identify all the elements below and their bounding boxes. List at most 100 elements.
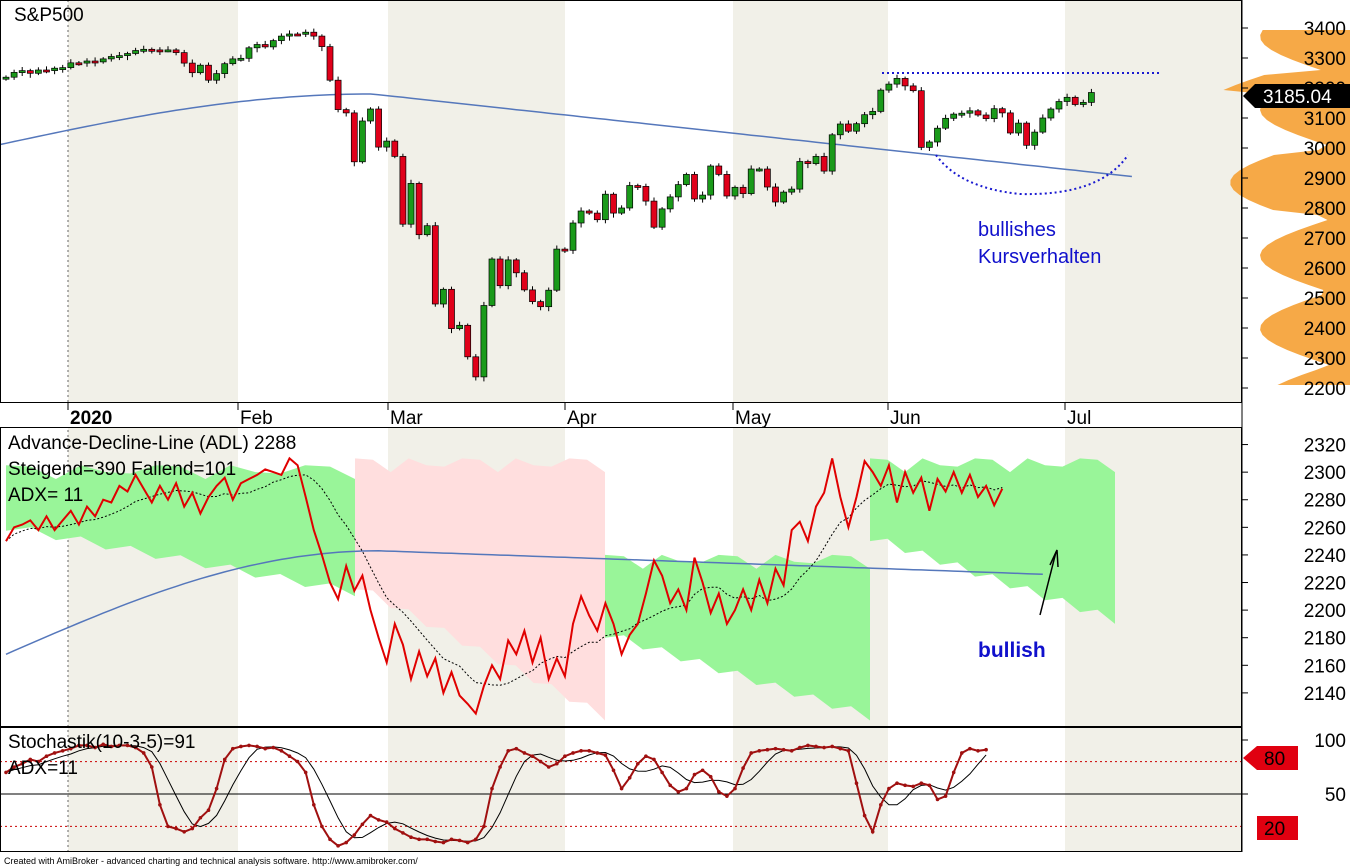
stoch-point (239, 744, 243, 749)
month-band (888, 1, 1065, 403)
volume-profile-shape (1223, 30, 1350, 385)
stoch-point (927, 783, 932, 788)
moving-average (0, 93, 1132, 178)
month-band (888, 728, 1065, 852)
adl-tick-label: 2220 (1304, 574, 1346, 595)
candle-body (383, 140, 391, 148)
stoch-point (879, 803, 883, 807)
stoch-point (644, 754, 648, 758)
stoch-point (141, 751, 146, 755)
month-band (0, 1, 68, 403)
stoch-point (887, 786, 891, 791)
candle-body (302, 31, 310, 35)
adl-line (5, 456, 1004, 716)
candle-body (634, 185, 642, 188)
stoch-point (530, 754, 535, 758)
candle-body (666, 196, 674, 210)
stoch-point (303, 770, 308, 775)
candle-body (75, 62, 83, 66)
candle-body (156, 49, 164, 53)
stoch-point (684, 786, 689, 791)
stoch-point (125, 743, 130, 748)
stoch-point (717, 790, 721, 794)
stoch-point (174, 826, 178, 831)
candle-body (707, 165, 715, 196)
stoch-point (28, 757, 33, 762)
price-tick-label: 3400 (1304, 19, 1346, 40)
candle-body (545, 289, 553, 308)
candle-body (67, 62, 75, 68)
candle-body (958, 112, 966, 116)
stoch-point (862, 813, 867, 818)
stoch-point (773, 746, 778, 751)
stoch-point (627, 776, 632, 780)
candle-body (148, 48, 156, 52)
stoch-point (830, 744, 834, 749)
candle-body (448, 288, 455, 329)
candle-body (569, 222, 577, 251)
arrow-icon (1039, 551, 1057, 616)
date-tick-label: Feb (240, 408, 273, 429)
stoch-point (368, 813, 373, 818)
ma-line (0, 93, 1132, 178)
month-band (565, 728, 733, 852)
candle-body (326, 46, 334, 81)
candle-body (739, 186, 747, 194)
candle-body (1079, 102, 1087, 105)
candle-body (1071, 96, 1079, 105)
stoch-point (133, 745, 138, 750)
candle-body (909, 85, 917, 92)
adl-tick-label: 2320 (1304, 436, 1346, 457)
candle-body (1063, 96, 1071, 102)
stoch-point (344, 840, 349, 845)
price-tick-label: 2800 (1304, 199, 1346, 220)
stoch-point (69, 746, 73, 751)
adl-adx: ADX= 11 (8, 485, 83, 506)
candle-body (618, 207, 625, 214)
stoch-point (903, 783, 907, 788)
candle-body (1015, 122, 1022, 134)
price-title: S&P500 (14, 5, 84, 26)
candle-body (431, 225, 439, 305)
level-80-flag: 80 (1243, 746, 1298, 770)
stoch-point (619, 786, 624, 791)
candle-body (261, 44, 269, 48)
candle-body (626, 185, 634, 209)
candle-body (472, 356, 480, 378)
cloud-segment (6, 465, 355, 597)
stoch-point (498, 765, 502, 769)
level-20-label: 20 (1264, 819, 1285, 840)
stoch-point (44, 754, 49, 758)
stoch-point (595, 751, 600, 755)
candle-body (488, 258, 496, 306)
stoch-point (425, 837, 430, 842)
stoch-point (636, 761, 640, 766)
stoch-point (789, 749, 794, 753)
candle-body (188, 62, 196, 74)
stoch-point (668, 783, 672, 788)
stoch-point (287, 754, 292, 758)
adl-tick-label: 2160 (1304, 656, 1346, 677)
stoch-point (328, 837, 332, 842)
last-price-flag: 3185.04 (1243, 84, 1350, 108)
stoch-line (4, 742, 988, 848)
cloud-segment (605, 554, 870, 721)
stoch-point (206, 808, 211, 812)
candle-body (715, 165, 723, 175)
candle-body (901, 78, 909, 87)
candle-body (723, 174, 731, 197)
stoch-point (514, 746, 519, 751)
price-tick-label: 2600 (1304, 259, 1346, 280)
candle-body (132, 50, 139, 54)
candle-body (845, 123, 852, 132)
stoch-point (984, 747, 988, 752)
stoch-point (263, 746, 268, 751)
stoch-point (822, 745, 826, 750)
stoch-point (4, 770, 8, 775)
stoch-point (506, 749, 511, 753)
candle-body (18, 70, 26, 73)
stoch-point (150, 765, 154, 769)
stoch-point (158, 803, 162, 807)
adl-subtitle: Steigend=390 Fallend=101 (8, 459, 236, 480)
stoch-point (911, 784, 915, 789)
